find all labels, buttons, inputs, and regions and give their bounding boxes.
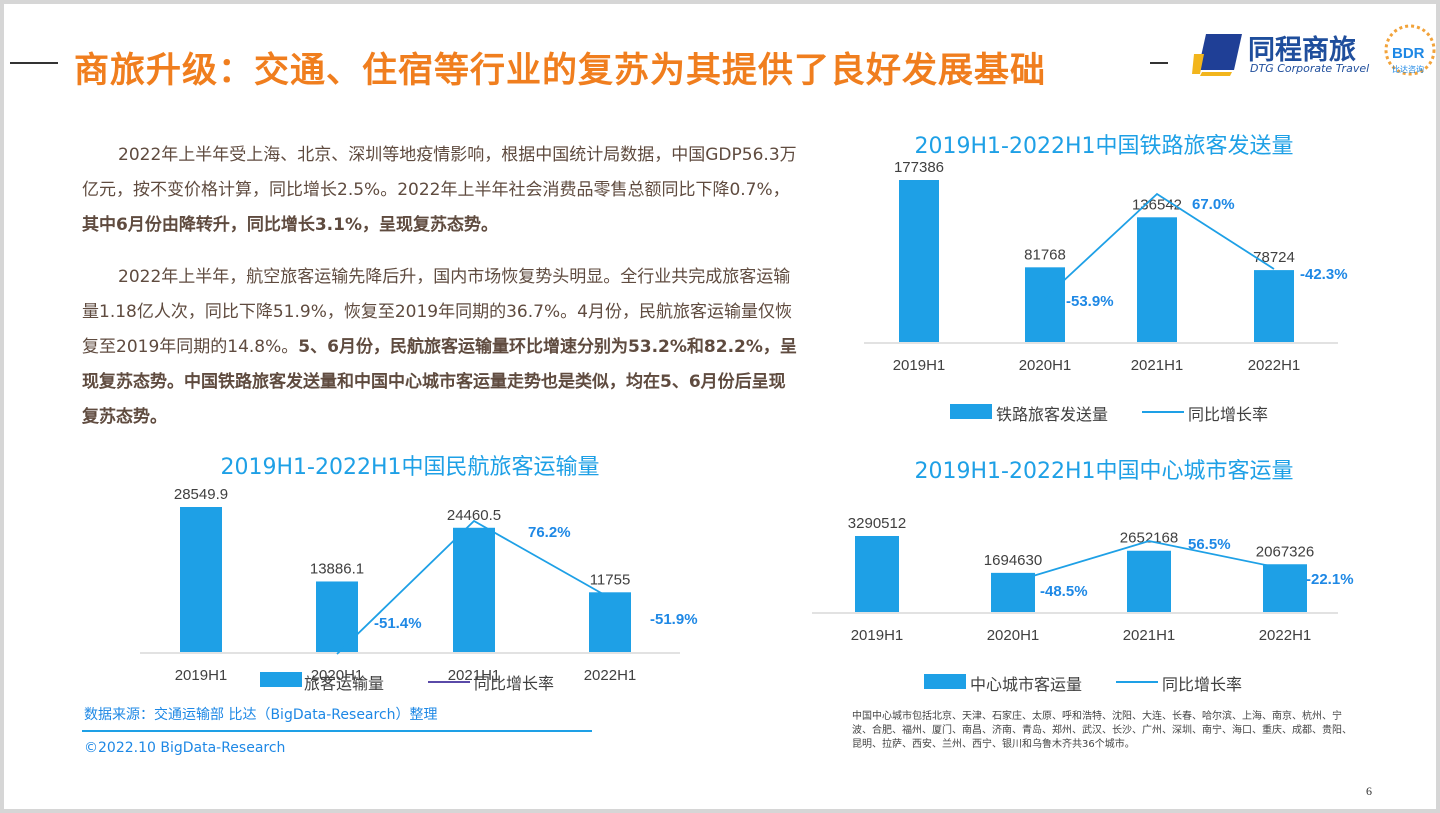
rail-chart: 1773862019H1817682020H11365422021H178724… [864, 159, 1348, 374]
aviation-legend-bar-label: 旅客运输量 [304, 674, 385, 693]
city-bar-value-label: 3290512 [848, 515, 906, 532]
city-chart: 3290512 2019H1 1694630 2020H1 2652168 2021H1 2… [812, 515, 1354, 644]
data-source: 数据来源：交通运输部 比达（BigData-Research）整理 [84, 707, 438, 723]
rail-growth-line [1044, 192, 1275, 299]
city-growth-label: -48.5% [1040, 583, 1088, 600]
rail-bar [1025, 267, 1065, 342]
aviation-category-label: 2022H1 [584, 667, 637, 684]
page-title: 商旅升级：交通、住宿等行业的复苏为其提供了良好发展基础 [74, 51, 1047, 91]
page-number: 6 [1366, 784, 1372, 798]
rail-growth-label: -42.3% [1300, 266, 1348, 283]
rail-bar-value-label: 136542 [1132, 196, 1182, 213]
paragraph-gdp-text: 2022年上半年受上海、北京、深圳等地疫情影响，根据中国统计局数据，中国GDP5… [82, 145, 797, 200]
copyright: ©2022.10 BigData-Research [84, 740, 286, 756]
rail-chart-title: 2019H1-2022H1中国铁路旅客发送量 [914, 134, 1294, 159]
rail-legend-bar-swatch [950, 404, 992, 419]
aviation-chart: 28549.9 2019H1 13886.1 2020H1 24460.5 2021H1 1… [140, 486, 698, 684]
aviation-category-label: 2021H1 [448, 667, 501, 684]
city-chart-title: 2019H1-2022H1中国中心城市客运量 [914, 459, 1294, 484]
logo-mark-icon [1192, 34, 1242, 76]
city-growth-label: -22.1% [1306, 571, 1354, 588]
paragraph-aviation-text: 2022年上半年，航空旅客运输先降后升，国内市场恢复势头明显。全行业共完成旅客运… [82, 267, 792, 357]
aviation-legend-line-swatch [428, 681, 470, 683]
aviation-chart-title: 2019H1-2022H1中国民航旅客运输量 [220, 455, 600, 480]
city-bar [1127, 550, 1171, 612]
aviation-category-label: 2019H1 [175, 667, 228, 684]
rail-bar [1254, 270, 1294, 342]
city-bar [1263, 564, 1307, 612]
city-bar [855, 536, 899, 612]
city-bar-value-label: 2652168 [1120, 530, 1178, 547]
source-divider [82, 730, 592, 732]
rail-category-label: 2021H1 [1131, 357, 1184, 374]
city-bar-value-label: 1694630 [984, 552, 1042, 569]
paragraph-aviation-highlight: 5、6月份，民航旅客运输量环比增速分别为53.2%和82.2%，呈现复苏态势。中… [82, 337, 797, 427]
city-growth-label: 56.5% [1188, 536, 1231, 553]
aviation-bar-value-label: 28549.9 [174, 486, 228, 503]
city-bar [991, 572, 1035, 612]
aviation-category-label: 2020H1 [311, 667, 364, 684]
city-footnote: 中国中心城市包括北京、天津、石家庄、太原、呼和浩特、沈阳、大连、长春、哈尔滨、上… [852, 711, 1352, 750]
aviation-growth-label: -51.4% [374, 615, 422, 632]
city-legend-bar-label: 中心城市客运量 [970, 675, 1083, 694]
aviation-growth-label: 76.2% [528, 524, 571, 541]
title-rule-left [10, 62, 58, 64]
rail-growth-label: 67.0% [1192, 196, 1235, 213]
aviation-bar-value-label: 11755 [590, 571, 631, 588]
aviation-bar [180, 507, 222, 652]
rail-bar-value-label: 177386 [894, 159, 944, 176]
aviation-growth-line [336, 519, 611, 655]
aviation-bar-value-label: 13886.1 [310, 560, 364, 577]
city-legend-line-label: 同比增长率 [1162, 675, 1243, 694]
paragraph-gdp-highlight: 其中6月份由降转升，同比增长3.1%，呈现复苏态势。 [82, 215, 498, 235]
rail-legend-line-swatch [1142, 411, 1184, 413]
paragraph-gdp: 2022年上半年受上海、北京、深圳等地疫情影响，根据中国统计局数据，中国GDP5… [82, 138, 802, 243]
rail-legend-bar-label: 铁路旅客发送量 [996, 405, 1109, 424]
aviation-bar [453, 527, 495, 652]
bdr-badge-subtext: 比达咨询 [1392, 64, 1424, 74]
city-category-label: 2022H1 [1259, 627, 1312, 644]
rail-bar [899, 180, 939, 342]
paragraph-aviation: 2022年上半年，航空旅客运输先降后升，国内市场恢复势头明显。全行业共完成旅客运… [82, 260, 802, 435]
aviation-legend-line-label: 同比增长率 [474, 674, 555, 693]
city-legend-bar-swatch [924, 674, 966, 689]
aviation-bar [589, 592, 631, 652]
aviation-bar-value-label: 24460.5 [447, 507, 501, 524]
logo-subtitle: DTG Corporate Travel [1250, 62, 1370, 75]
rail-bar-value-label: 81768 [1024, 246, 1066, 263]
rail-legend-line-label: 同比增长率 [1188, 405, 1269, 424]
slide: 商旅升级：交通、住宿等行业的复苏为其提供了良好发展基础 同程商旅 DTG Cor… [4, 4, 1436, 809]
city-category-label: 2021H1 [1123, 627, 1176, 644]
bdr-logo-icon: BDR 比达咨询 [1384, 24, 1436, 76]
city-growth-line [1012, 540, 1286, 583]
rail-growth-label: -53.9% [1066, 293, 1114, 310]
rail-category-label: 2019H1 [893, 357, 946, 374]
rail-category-label: 2020H1 [1019, 357, 1072, 374]
rail-category-label: 2022H1 [1248, 357, 1301, 374]
city-category-label: 2019H1 [851, 627, 904, 644]
city-category-label: 2020H1 [987, 627, 1040, 644]
aviation-legend-bar-swatch [260, 672, 302, 687]
title-rule-right [1150, 62, 1168, 64]
rail-bar [1137, 217, 1177, 342]
city-bar-value-label: 2067326 [1256, 543, 1314, 560]
logo-name: 同程商旅 [1248, 35, 1356, 66]
bdr-badge-text: BDR [1392, 45, 1425, 62]
city-legend-line-swatch [1116, 681, 1158, 683]
aviation-growth-label: -51.9% [650, 611, 698, 628]
